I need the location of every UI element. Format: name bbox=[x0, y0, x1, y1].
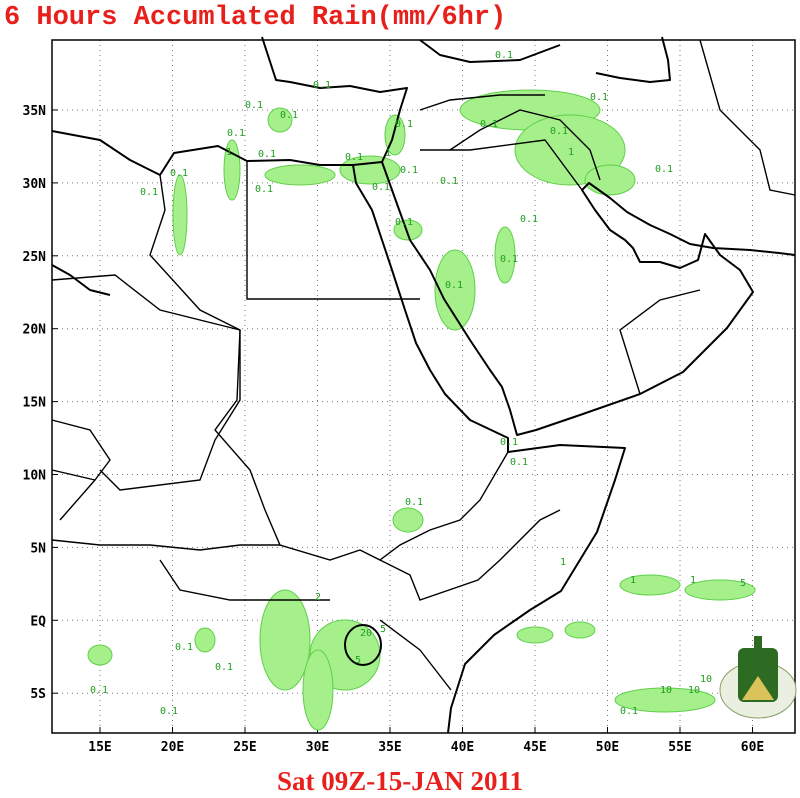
rain-label: 0.1 bbox=[590, 92, 608, 103]
labels: 35N 30N 25N 20N 15N 10N 5N EQ 5S 15E 20E 25E 30E 35E 4… bbox=[23, 50, 765, 755]
lon-label: 35E bbox=[378, 740, 401, 755]
lat-label: 35N bbox=[23, 104, 47, 119]
rain-label: 0.1 bbox=[500, 254, 518, 265]
lat-label: 25N bbox=[23, 250, 47, 265]
lon-label: 60E bbox=[741, 740, 764, 755]
lat-label: 5N bbox=[30, 541, 46, 556]
rain-label: 2 bbox=[315, 592, 321, 603]
rain-label: 0.1 bbox=[395, 217, 413, 228]
lon-label: 20E bbox=[161, 740, 184, 755]
rain-label: 1 bbox=[385, 148, 391, 159]
lat-label: 15N bbox=[23, 396, 47, 411]
rain-label: 0.1 bbox=[90, 685, 108, 696]
rain-label: 0.1 bbox=[160, 706, 178, 717]
rain-label: 10 bbox=[660, 685, 672, 696]
lat-label: 30N bbox=[23, 177, 47, 192]
rain-label: 1 bbox=[630, 575, 636, 586]
rain-label: 1 bbox=[560, 557, 566, 568]
rain-label: 0.1 bbox=[405, 497, 423, 508]
rain-label: 0.1 bbox=[245, 100, 263, 111]
lon-label: 30E bbox=[306, 740, 329, 755]
rain-label: 0.1 bbox=[255, 184, 273, 195]
rain-label: 10 bbox=[688, 685, 700, 696]
rain-label: 0.1 bbox=[280, 110, 298, 121]
lon-label: 25E bbox=[233, 740, 256, 755]
rain-label: 10 bbox=[700, 674, 712, 685]
lat-label: 20N bbox=[23, 323, 47, 338]
rain-label: 0.1 bbox=[500, 437, 518, 448]
lon-label: 45E bbox=[523, 740, 546, 755]
lon-label: 15E bbox=[88, 740, 111, 755]
rain-label: 0.1 bbox=[227, 128, 245, 139]
rain-label: 1 bbox=[690, 575, 696, 586]
rain-label: 0.1 bbox=[175, 642, 193, 653]
lon-label: 40E bbox=[451, 740, 474, 755]
rain-label: 5 bbox=[355, 655, 361, 666]
rain-label: 0.1 bbox=[550, 126, 568, 137]
rain-label: 0.1 bbox=[620, 706, 638, 717]
rain-label: 1 bbox=[226, 147, 232, 158]
map-title: 6 Hours Accumlated Rain(mm/6hr) bbox=[4, 3, 506, 33]
map-date: Sat 09Z-15-JAN 2011 bbox=[277, 766, 523, 796]
rain-label: 0.1 bbox=[345, 152, 363, 163]
lon-label: 50E bbox=[596, 740, 619, 755]
lat-label: 5S bbox=[30, 687, 46, 702]
rain-label: 0.1 bbox=[313, 80, 331, 91]
rain-label: 0.1 bbox=[495, 50, 513, 61]
rain-label: 0.1 bbox=[510, 457, 528, 468]
rain-label: 0.1 bbox=[655, 164, 673, 175]
rain-label: 0.1 bbox=[258, 149, 276, 160]
lon-label: 55E bbox=[668, 740, 691, 755]
rain-label: 1 bbox=[568, 147, 574, 158]
rain-label: 0.1 bbox=[445, 280, 463, 291]
rain-areas bbox=[87, 89, 756, 731]
rain-label: 0.1 bbox=[215, 662, 233, 673]
rain-label: 20 bbox=[360, 628, 372, 639]
rain-label: 0.1 bbox=[480, 119, 498, 130]
rain-label: 5 bbox=[380, 624, 386, 635]
rain-label: 0.1 bbox=[520, 214, 538, 225]
rain-label: 0.1 bbox=[395, 119, 413, 130]
rain-label: 0.1 bbox=[140, 187, 158, 198]
rain-label: 0.1 bbox=[440, 176, 458, 187]
lat-label: EQ bbox=[30, 614, 46, 629]
rain-label: 5 bbox=[740, 578, 746, 589]
rain-label: 0.1 bbox=[372, 182, 390, 193]
lat-label: 10N bbox=[23, 469, 47, 484]
borders bbox=[51, 39, 796, 691]
coastlines bbox=[51, 36, 796, 734]
rain-label: 0.1 bbox=[400, 165, 418, 176]
university-logo bbox=[719, 636, 797, 719]
rain-label: 0.1 bbox=[170, 168, 188, 179]
grid bbox=[52, 40, 795, 733]
